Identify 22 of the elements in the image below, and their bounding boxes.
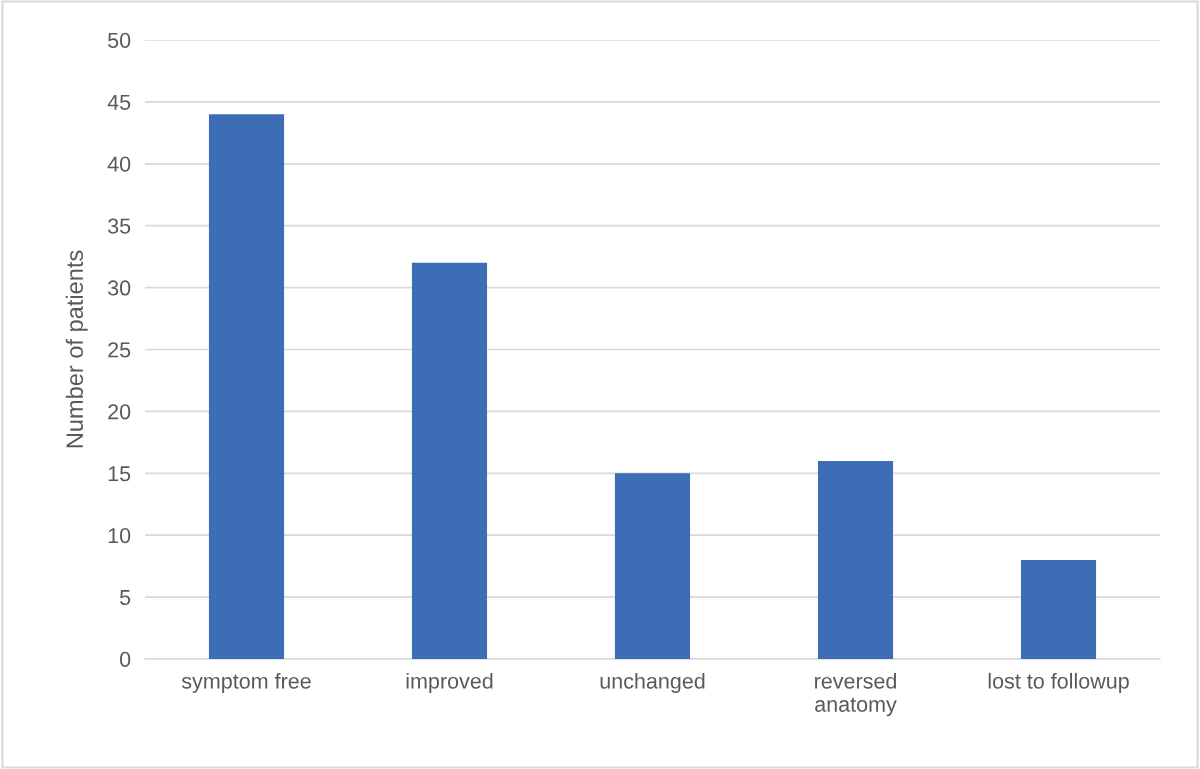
x-tick-label: improved [406, 672, 493, 693]
y-tick-label: 5 [120, 590, 131, 606]
x-tick-label: unchanged [600, 672, 705, 693]
bar [614, 473, 691, 659]
y-tick-label: 10 [108, 527, 131, 544]
y-axis-title: Number of patients [65, 250, 88, 448]
x-tick-label: reversed anatomy [815, 672, 897, 717]
y-tick-label: 20 [108, 404, 131, 420]
x-tick-label: lost to followup [988, 672, 1129, 693]
y-tick-label: 25 [108, 342, 131, 358]
y-tick-label: 0 [119, 651, 131, 668]
bar [411, 262, 488, 659]
y-tick-label: 45 [107, 94, 131, 110]
bar [208, 114, 285, 659]
y-tick-label: 15 [108, 466, 131, 482]
y-tick-label: 30 [107, 280, 131, 296]
y-tick-label: 35 [107, 218, 131, 234]
bar [817, 460, 894, 659]
x-tick-label: symptom free [181, 672, 311, 693]
y-tick-label: 50 [108, 32, 131, 49]
bar [1020, 559, 1097, 659]
y-tick-label: 40 [107, 156, 131, 172]
